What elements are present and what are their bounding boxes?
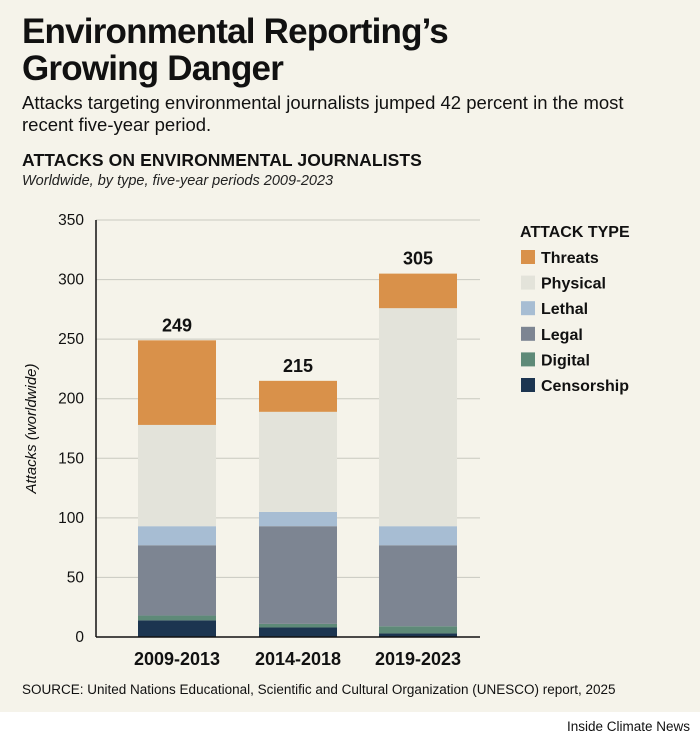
- y-tick-label: 0: [75, 629, 84, 646]
- axes: 0 50 100 150 200 250 300 350 Attacks (worldwide): [23, 212, 480, 646]
- bar-segment-digital-1: [138, 615, 216, 621]
- bar-segment-censorship-1: [138, 620, 216, 637]
- legend-label-legal: Legal: [541, 327, 583, 344]
- legend-swatch-threats: [521, 250, 535, 264]
- bars: [138, 273, 457, 637]
- bar-segment-digital-2: [259, 623, 337, 628]
- bar-segment-legal-1: [138, 545, 216, 616]
- legend-label-censorship: Censorship: [541, 378, 629, 395]
- chart-panel: Environmental Reporting’s Growing Danger…: [0, 0, 700, 712]
- bar-segment-threats-1: [138, 340, 216, 425]
- legend-swatch-digital: [521, 352, 535, 367]
- chart-subtitle: Worldwide, by type, five-year periods 20…: [22, 173, 334, 189]
- legend-swatch-censorship: [521, 378, 535, 392]
- legend-title: ATTACK TYPE: [520, 224, 630, 241]
- bar-total-label: 215: [283, 356, 313, 376]
- stacked-bar-chart: 0 50 100 150 200 250 300 350 Attacks (worldwide)…: [23, 212, 630, 669]
- bar-segment-lethal-2: [259, 511, 337, 527]
- x-tick-label: 2019-2023: [375, 649, 461, 669]
- y-tick-label: 150: [58, 450, 84, 467]
- y-tick-label: 300: [58, 272, 84, 289]
- source-note: SOURCE: United Nations Educational, Scie…: [22, 682, 616, 697]
- bar-segment-physical-1: [138, 424, 216, 527]
- legend-swatch-physical: [521, 275, 535, 290]
- legend-swatch-lethal: [521, 301, 535, 316]
- bar-segment-lethal-1: [138, 526, 216, 546]
- headline-line-1: Environmental Reporting’s: [22, 12, 449, 51]
- legend: ATTACK TYPE Threats Physical Lethal Legal Dig…: [520, 224, 630, 395]
- headline-line-2: Growing Danger: [22, 49, 284, 88]
- legend-label-digital: Digital: [541, 352, 590, 369]
- bar-segment-lethal-3: [379, 526, 457, 546]
- credit-line: Inside Climate News: [566, 719, 690, 734]
- bar-segment-threats-2: [259, 380, 337, 412]
- legend-swatch-legal: [521, 326, 535, 341]
- y-tick-label: 200: [58, 391, 84, 408]
- bar-segment-physical-3: [379, 308, 457, 527]
- y-tick-label: 100: [58, 510, 84, 527]
- bar-segment-threats-3: [379, 273, 457, 309]
- bar-total-label: 249: [162, 315, 192, 335]
- dek: Attacks targeting environmental journali…: [22, 92, 624, 135]
- bar-total-label: 305: [403, 249, 433, 269]
- x-tick-label: 2009-2013: [134, 649, 220, 669]
- bar-segment-legal-2: [259, 526, 337, 624]
- bar-segment-physical-2: [259, 411, 337, 512]
- y-tick-label: 50: [67, 569, 85, 586]
- y-axis-label: Attacks (worldwide): [23, 363, 40, 494]
- x-tick-label: 2014-2018: [255, 649, 341, 669]
- chart-title: ATTACKS ON ENVIRONMENTAL JOURNALISTS: [22, 150, 422, 170]
- bar-segment-censorship-3: [379, 633, 457, 637]
- labels: 249 2009-2013 215 2014-2018 305 2019-2023: [134, 249, 461, 669]
- y-tick-label: 250: [58, 331, 84, 348]
- bar-segment-legal-3: [379, 545, 457, 627]
- legend-label-lethal: Lethal: [541, 301, 588, 318]
- bar-segment-digital-3: [379, 626, 457, 634]
- y-tick-label: 350: [58, 212, 84, 229]
- legend-label-physical: Physical: [541, 276, 606, 293]
- legend-label-threats: Threats: [541, 250, 599, 267]
- bar-segment-censorship-2: [259, 627, 337, 637]
